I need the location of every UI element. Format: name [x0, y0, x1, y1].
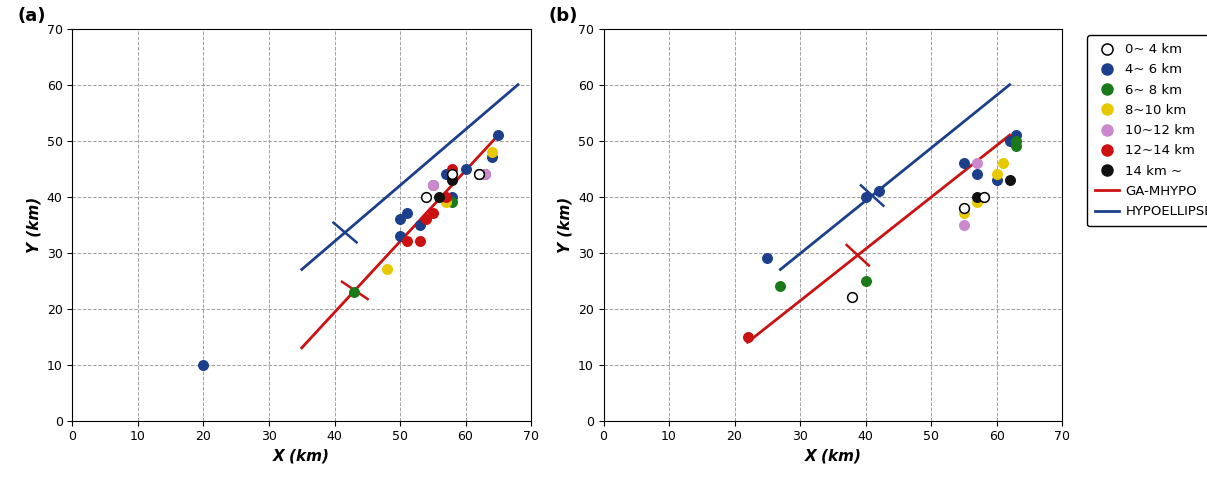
Y-axis label: Y (km): Y (km) [27, 196, 41, 253]
Legend: 0~ 4 km, 4~ 6 km, 6~ 8 km, 8~10 km, 10~12 km, 12~14 km, 14 km ~, GA-MHYPO, HYPOE: 0~ 4 km, 4~ 6 km, 6~ 8 km, 8~10 km, 10~1… [1088, 35, 1207, 226]
Text: (b): (b) [548, 7, 578, 25]
X-axis label: X (km): X (km) [273, 449, 331, 464]
Y-axis label: Y (km): Y (km) [558, 196, 572, 253]
Text: (a): (a) [17, 7, 46, 25]
X-axis label: X (km): X (km) [804, 449, 862, 464]
